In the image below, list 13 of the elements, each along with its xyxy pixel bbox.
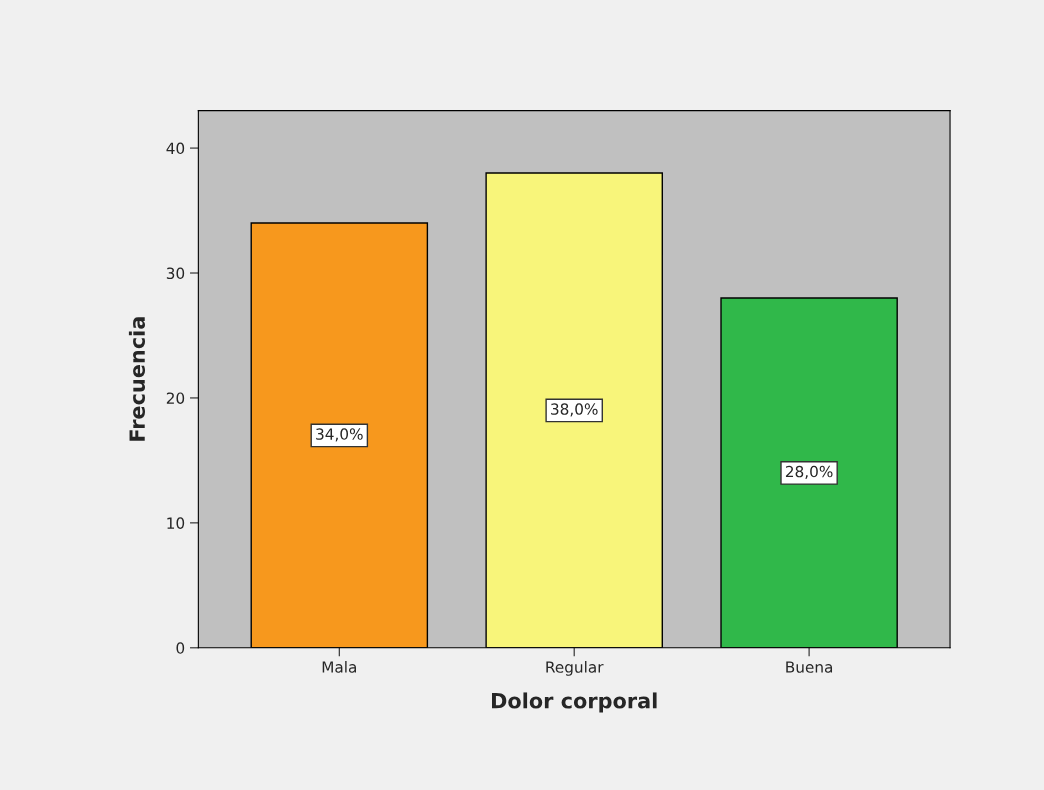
x-axis-title: Dolor corporal [492,692,657,713]
y-axis-title: Frecuencia [128,317,146,441]
data-label: 28,0% [785,465,833,479]
data-label: 34,0% [316,428,363,442]
y-tick-label: 0 [176,642,185,654]
y-tick-label: 20 [166,392,185,404]
x-tick-label: Regular [546,660,604,676]
y-tick-label: 30 [166,267,185,280]
data-label: 38,0% [551,403,598,417]
y-tick-label: 10 [167,517,185,529]
x-tick-label: Buena [786,661,833,673]
x-tick-label: Mala [322,660,356,673]
y-tick-label: 40 [166,142,185,155]
